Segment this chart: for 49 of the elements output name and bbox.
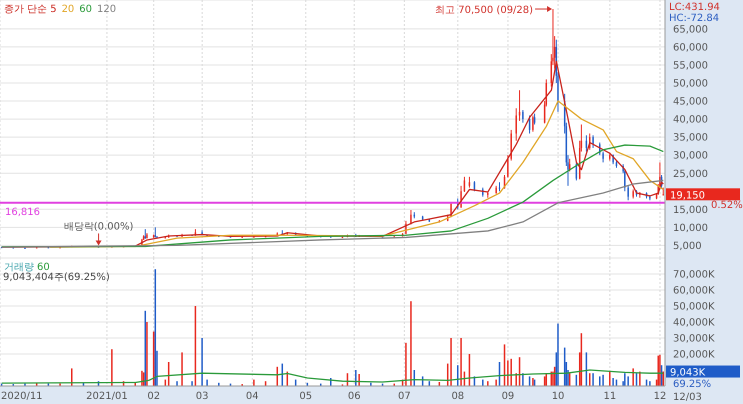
x-tick-label: 12 — [654, 391, 666, 402]
x-tick-label: 06 — [348, 391, 361, 402]
x-tick-label: 09 — [502, 391, 514, 402]
y-tick-label: 65,000 — [673, 24, 708, 36]
text: 69.25% — [673, 379, 712, 390]
x-tick-label: 02 — [147, 391, 160, 402]
x-tick-label: 04 — [246, 391, 259, 402]
y-tick-label: 60,000 — [673, 42, 708, 54]
y-tick-label: 15,000 — [673, 204, 708, 216]
text: 20 — [62, 4, 74, 15]
y-tick-label: 20,000K — [673, 350, 715, 361]
y-tick-label: 10,000 — [673, 222, 708, 234]
ref-line-label: 16,816 — [5, 206, 40, 218]
x-tick-label: 03 — [196, 391, 209, 402]
legend-title: 거래량 — [4, 262, 34, 273]
x-tick-label: 08 — [451, 391, 464, 402]
y-tick-label: 40,000 — [673, 114, 708, 126]
text: HC:-72.84 — [669, 13, 720, 24]
text: 60 — [37, 262, 50, 273]
y-tick-label: 25,000 — [673, 168, 708, 180]
x-tick-label: 10 — [552, 391, 564, 402]
y-tick-label: 55,000 — [673, 60, 708, 72]
y-tick-label: 45,000 — [673, 96, 708, 108]
text: 60 — [79, 4, 92, 15]
y-tick-label: 50,000K — [673, 302, 715, 313]
annotation: 배당락(0.00%) — [64, 221, 134, 232]
y-tick-label: 35,000 — [673, 132, 708, 144]
x-tick-label: 11 — [603, 391, 616, 402]
y-tick-label: 30,000K — [673, 334, 715, 345]
text: LC:431.94 — [669, 2, 720, 13]
text: 120 — [97, 4, 116, 15]
y-tick-label: 70,000K — [673, 270, 715, 281]
y-tick-label: 30,000 — [673, 150, 708, 162]
annotation: 9,043K — [670, 368, 706, 379]
annotation: 9,043,404주(69.25%) — [3, 272, 110, 284]
text: 12/03 — [673, 392, 702, 403]
y-tick-label: 60,000K — [673, 286, 715, 297]
x-tick-label: 2020/11 — [1, 391, 43, 402]
text: 0.52% — [711, 200, 743, 211]
annotation: 최고 70,500 (09/28) — [435, 5, 534, 16]
y-tick-label: 40,000K — [673, 318, 715, 329]
y-tick-label: 5,000 — [673, 240, 702, 252]
y-tick-label: 50,000 — [673, 78, 708, 90]
x-tick-label: 07 — [398, 391, 411, 402]
x-tick-label: 05 — [299, 391, 312, 402]
legend-title: 종가 단순 — [4, 4, 48, 15]
text: 5 — [50, 4, 57, 15]
x-tick-label: 2021/01 — [86, 391, 128, 402]
annotation: 19,150 — [670, 190, 705, 202]
